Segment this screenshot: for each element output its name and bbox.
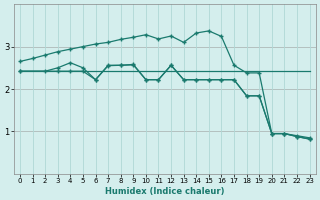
X-axis label: Humidex (Indice chaleur): Humidex (Indice chaleur) (105, 187, 225, 196)
